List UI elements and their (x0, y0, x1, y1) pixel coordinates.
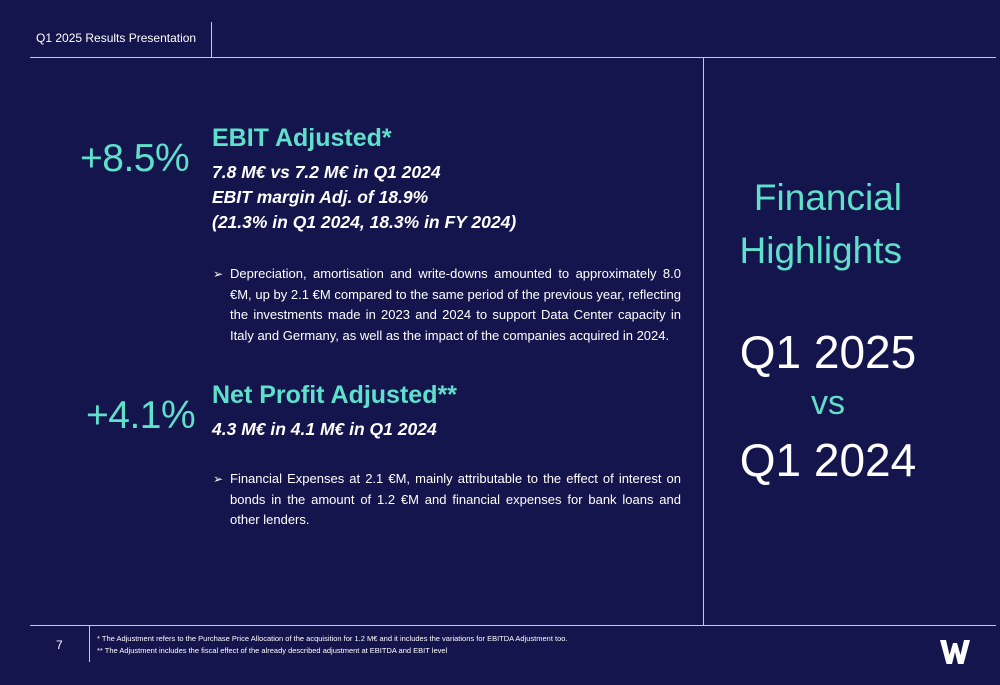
ebit-bullet-text: Depreciation, amortisation and write-dow… (230, 266, 681, 343)
net-profit-subtitle: 4.3 M€ in 4.1 M€ in Q1 2024 (212, 419, 437, 439)
header-divider (211, 22, 212, 58)
column-divider (703, 58, 704, 625)
company-logo (940, 640, 970, 664)
highlights-title-line-1: Financial (753, 177, 902, 218)
ebit-line-2: EBIT margin Adj. of 18.9% (212, 187, 429, 207)
net-profit-section-title: Net Profit Adjusted** (212, 381, 457, 409)
period-previous: Q1 2024 (739, 434, 917, 486)
bullet-arrow-icon: ➢ (213, 267, 224, 281)
bullet-arrow-icon: ➢ (213, 472, 224, 486)
ebit-bullet: ➢ Depreciation, amortisation and write-d… (213, 264, 681, 346)
ebit-line-3: (21.3% in Q1 2024, 18.3% in FY 2024) (212, 212, 517, 232)
ebit-change-value: +8.5% (80, 137, 190, 180)
header-rule (30, 57, 996, 58)
period-current: Q1 2025 (739, 326, 917, 378)
net-profit-bullet-text: Financial Expenses at 2.1 €M, mainly att… (230, 471, 681, 527)
footer-rule (30, 625, 996, 626)
footnote-1: * The Adjustment refers to the Purchase … (97, 634, 568, 643)
ebit-section-title: EBIT Adjusted* (212, 124, 392, 152)
footnote-2: ** The Adjustment includes the fiscal ef… (97, 646, 448, 655)
net-profit-bullet: ➢ Financial Expenses at 2.1 €M, mainly a… (213, 469, 681, 531)
period-vs: vs (811, 384, 845, 422)
net-profit-change-value: +4.1% (86, 394, 196, 437)
footer-divider (89, 626, 90, 662)
presentation-title: Q1 2025 Results Presentation (36, 31, 197, 45)
ebit-subtitle: 7.8 M€ vs 7.2 M€ in Q1 2024 EBIT margin … (212, 160, 516, 235)
page-number: 7 (56, 638, 63, 652)
highlights-title-line-2: Highlights (739, 230, 902, 271)
ebit-line-1: 7.8 M€ vs 7.2 M€ in Q1 2024 (212, 162, 441, 182)
